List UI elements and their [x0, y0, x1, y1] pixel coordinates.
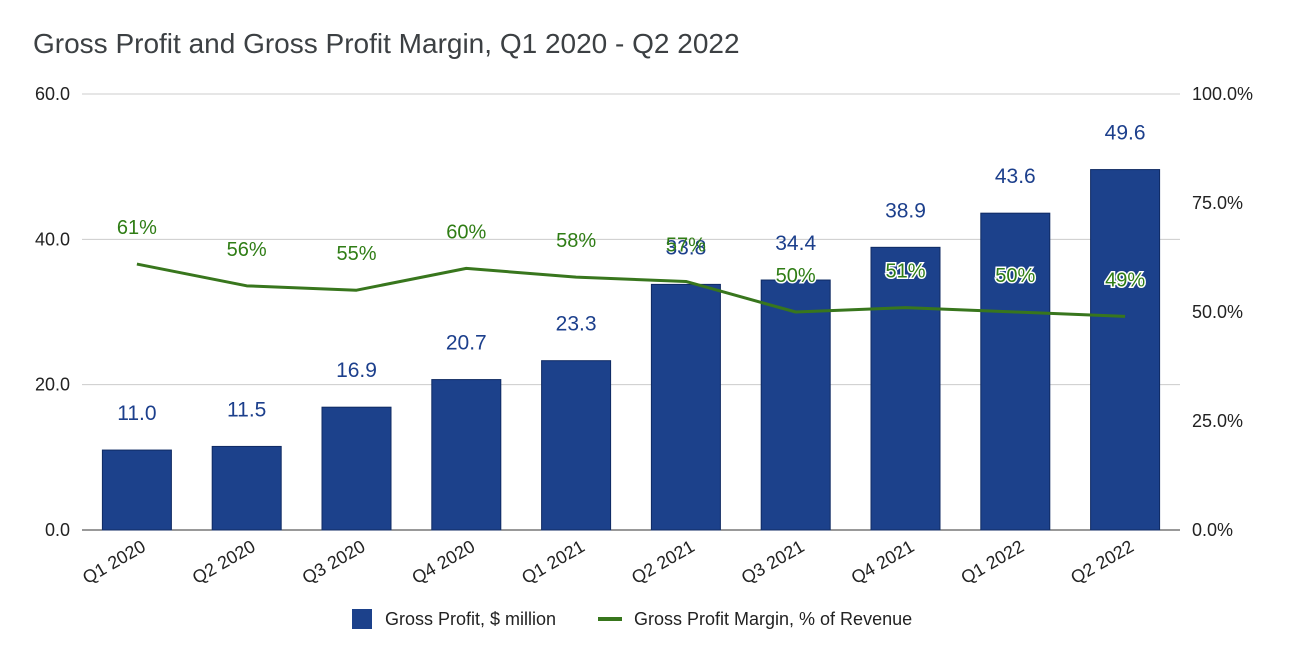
- bar: [211, 445, 282, 531]
- line-data-label: 57%: [666, 234, 706, 256]
- bar-data-label: 11.5: [227, 398, 266, 421]
- bar-data-label: 43.6: [995, 165, 1036, 188]
- y-left-tick-label: 40.0: [35, 229, 70, 249]
- x-tick-label: Q3 2021: [738, 536, 808, 588]
- bar: [870, 246, 941, 531]
- y-left-tick-label: 60.0: [35, 84, 70, 104]
- line-data-label: 60%: [446, 221, 486, 243]
- x-tick-label: Q1 2021: [518, 536, 588, 588]
- x-tick-label: Q2 2020: [189, 536, 259, 588]
- bar: [541, 360, 612, 531]
- legend-swatch-bars: [352, 609, 372, 629]
- x-tick-label: Q3 2020: [299, 536, 369, 588]
- line-data-label: 55%: [336, 243, 376, 265]
- y-right-tick-label: 100.0%: [1192, 84, 1253, 104]
- bar-data-label: 34.4: [775, 232, 816, 255]
- y-right-tick-label: 50.0%: [1192, 302, 1243, 322]
- bar-data-label: 16.9: [336, 359, 377, 382]
- x-tick-label: Q4 2021: [848, 536, 918, 588]
- y-right-tick-label: 25.0%: [1192, 411, 1243, 431]
- bar: [760, 279, 831, 531]
- line-data-label: 58%: [556, 230, 596, 252]
- margin-line: [136, 262, 1126, 318]
- y-left-tick-label: 0.0: [45, 520, 70, 540]
- chart-title: Gross Profit and Gross Profit Margin, Q1…: [33, 28, 740, 59]
- x-tick-label: Q1 2022: [957, 536, 1027, 588]
- line-data-label: 50%: [776, 265, 816, 287]
- bar: [650, 283, 721, 531]
- legend-label-bars: Gross Profit, $ million: [385, 609, 556, 629]
- x-tick-label: Q2 2022: [1067, 536, 1137, 588]
- bar: [980, 212, 1051, 531]
- bar: [1090, 169, 1161, 531]
- bar: [321, 406, 392, 531]
- bar: [431, 379, 502, 531]
- y-left-tick-label: 20.0: [35, 375, 70, 395]
- line-data-label: 51%: [885, 261, 925, 283]
- x-tick-label: Q2 2021: [628, 536, 698, 588]
- bar-data-label: 33.8: [665, 236, 706, 259]
- bar-data-label: 49.6: [1105, 122, 1146, 145]
- y-right-tick-label: 0.0%: [1192, 520, 1233, 540]
- bar: [101, 449, 172, 531]
- line-data-label: 50%: [995, 265, 1035, 287]
- bar-data-label: 20.7: [446, 332, 487, 355]
- bar-data-label: 38.9: [885, 199, 926, 222]
- line-data-label: 49%: [1105, 269, 1145, 291]
- line-data-label: 56%: [227, 239, 267, 261]
- x-tick-label: Q4 2020: [408, 536, 478, 588]
- line-data-label: 61%: [117, 217, 157, 239]
- bar-data-label: 23.3: [556, 313, 597, 336]
- y-right-tick-label: 75.0%: [1192, 193, 1243, 213]
- bar-data-label: 11.0: [117, 402, 156, 425]
- legend-label-line: Gross Profit Margin, % of Revenue: [634, 609, 912, 629]
- x-tick-label: Q1 2020: [79, 536, 149, 588]
